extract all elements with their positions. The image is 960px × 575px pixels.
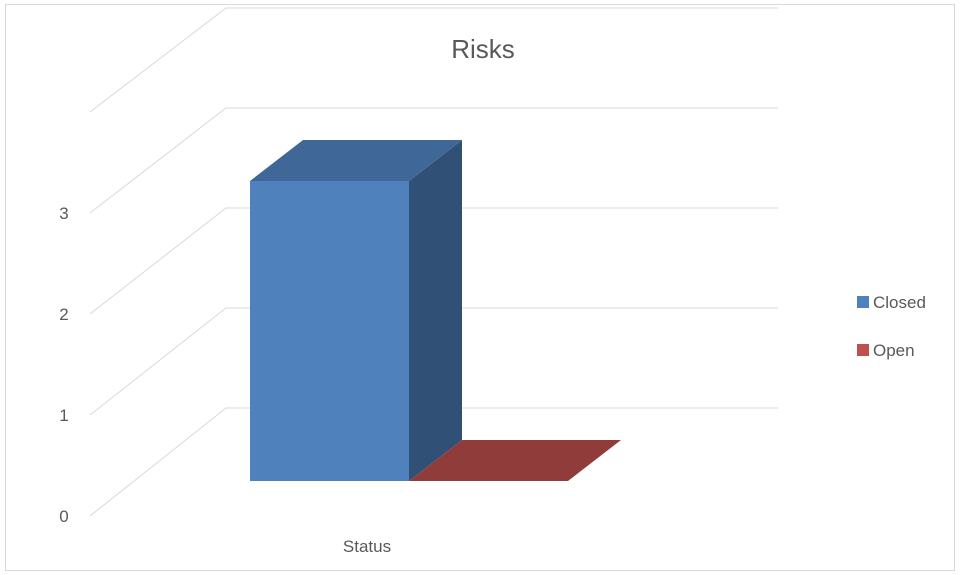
y-tick-label: 0 <box>59 507 68 526</box>
chart-title: Risks <box>451 34 515 64</box>
legend: Closed Open <box>857 293 926 360</box>
legend-label-open: Open <box>873 341 915 360</box>
y-tick-label: 1 <box>59 406 68 425</box>
gridline <box>89 407 778 517</box>
y-tick-label: 2 <box>59 305 68 324</box>
x-axis-categories: Status <box>343 537 391 556</box>
bar-top-face <box>250 140 462 181</box>
bar-side-face <box>409 140 462 481</box>
legend-swatch-closed <box>857 296 869 308</box>
x-category-label: Status <box>343 537 391 556</box>
gridline <box>89 307 778 416</box>
bars <box>250 140 621 481</box>
gridlines <box>89 7 778 517</box>
y-axis-ticks: 0 1 2 3 <box>59 204 68 526</box>
y-tick-label: 3 <box>59 204 68 223</box>
bar-closed <box>250 140 462 481</box>
gridline <box>89 107 778 214</box>
bar-open <box>409 440 621 481</box>
gridline <box>89 7 778 113</box>
legend-swatch-open <box>857 344 869 356</box>
legend-label-closed: Closed <box>873 293 926 312</box>
bar-top-face <box>409 440 621 481</box>
gridline <box>89 207 778 315</box>
bar-front-face <box>250 181 409 481</box>
